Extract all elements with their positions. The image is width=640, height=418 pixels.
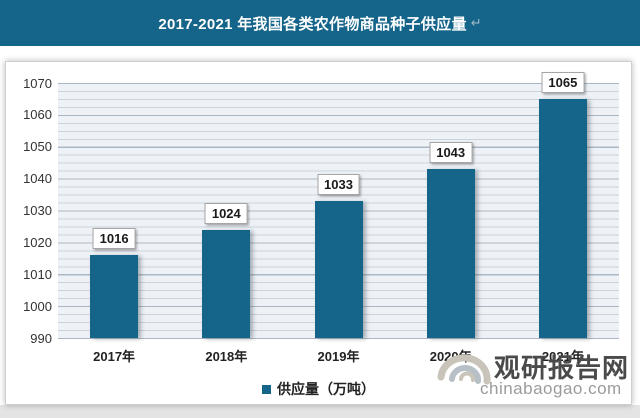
y-tick-label: 1020 [23,234,52,250]
x-tick-label: 2017年 [93,349,136,364]
bar-2019年 [314,200,363,338]
data-label: 1016 [92,228,136,250]
y-tick-label: 1060 [23,107,52,123]
x-tick-label: 2021年 [541,349,584,364]
chart-frame: 990 1000 1010 1020 1030 1040 1050 1060 1070 1016… [5,61,632,405]
y-tick-label: 1040 [23,171,52,187]
x-tick-label: 2019年 [317,349,360,364]
bar-2021年 [538,98,587,338]
data-label: 1043 [429,142,473,164]
bar-2020年 [426,169,475,338]
data-label: 1033 [317,173,360,195]
y-tick-label: 1010 [23,266,52,282]
y-tick-label: 990 [30,330,52,346]
bottom-strip [0,405,640,418]
legend-label: 供应量（万吨） [277,381,375,397]
data-label: 1024 [204,202,248,224]
bar-2018年 [202,229,251,338]
x-tick-label: 2020年 [429,349,472,364]
x-tick-label: 2018年 [205,349,248,364]
y-tick-label: 1000 [23,298,52,314]
bar-2017年 [90,255,139,338]
y-tick-label: 1030 [23,203,52,218]
legend: 供应量（万吨） [6,379,631,399]
legend-marker-icon [262,384,271,394]
return-mark-icon: ↵ [470,15,482,30]
page-title: 2017-2021 年我国各类农作物商品种子供应量 [158,15,467,33]
y-tick-label: 1050 [23,139,52,155]
y-tick-label: 1070 [23,75,52,91]
data-label: 1065 [541,71,585,93]
title-bar: 2017-2021 年我国各类农作物商品种子供应量 ↵ [0,0,640,46]
